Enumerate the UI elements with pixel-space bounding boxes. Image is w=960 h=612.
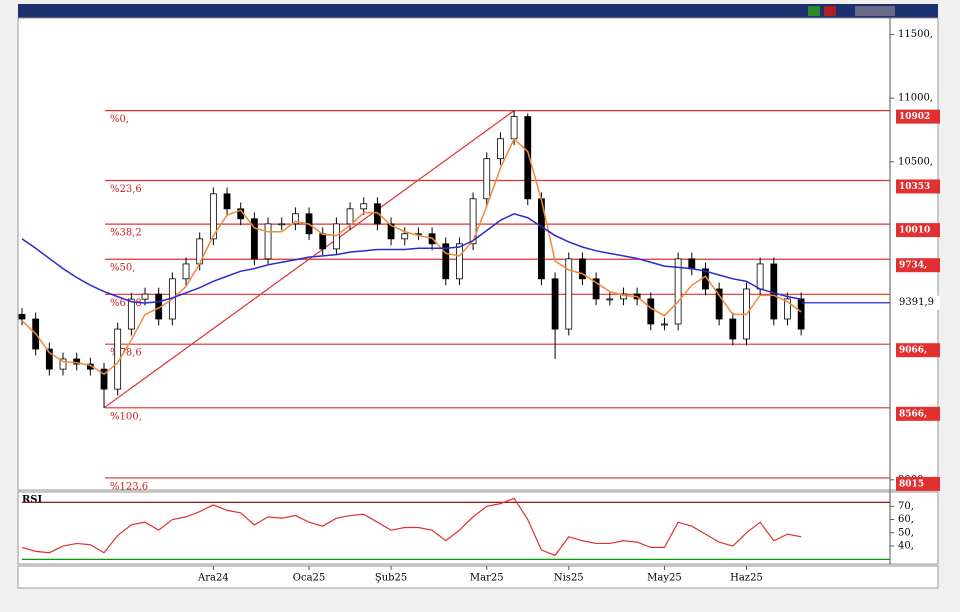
candle-body [797,298,805,330]
candle-body [565,258,573,330]
candle-body [223,193,231,210]
candle-body [346,208,354,225]
fib-value-label: 9066, [899,346,927,356]
fib-value-box [896,179,940,194]
candle-body [620,293,627,300]
y-tick-label: 50, [898,527,914,538]
fib-label: %100, [110,411,142,422]
candle-body [141,293,149,300]
candle-body [127,298,135,330]
candle-body [45,348,53,370]
fib-value-label: 9734, [899,261,927,271]
candle-body [59,358,67,370]
candle-body [674,258,682,325]
candle-body [510,116,518,140]
rsi-line [21,497,802,557]
y-tick-label: 40, [898,541,914,552]
fib-label: %123,6 [110,481,148,492]
candle-body [524,116,532,200]
fib-value-box [896,476,940,491]
candle-body [360,203,368,210]
y-tick-label: 60, [898,514,914,525]
candle-body [469,198,477,245]
x-tick-label: Oca25 [293,573,326,584]
candle-body [291,213,299,225]
candle-body [374,203,381,225]
fib-label: %50, [110,263,135,274]
fib-label: %0, [110,114,129,125]
fib-value-box [896,343,940,358]
y-tick-label: 11500, [898,29,933,40]
candle-body [483,158,491,200]
x-tick-label: Haz25 [730,573,763,584]
candle-body [401,233,409,240]
fib-value-label: 10010 [899,226,930,236]
fib-value-label: 8566, [899,409,927,419]
price-label: 9391,9 [899,297,934,308]
candle-body [606,298,614,301]
candle-body [18,314,26,320]
candle-body [497,138,504,160]
y-tick-label: 11000, [898,93,933,104]
price-panel [17,17,939,491]
fib-label: %61,8 [110,298,142,309]
fib-value-box [896,406,940,421]
x-tick-label: Nis25 [554,573,584,584]
rsi-panel [17,491,939,565]
candle-body [456,243,463,280]
candle-body [278,223,286,226]
price-box [896,295,940,310]
candle-body [100,368,108,390]
x-tick-label: Ara24 [197,573,229,584]
fib-value-box [896,223,940,238]
candle-body [592,278,600,300]
candle-body [688,258,696,270]
candle-body [442,243,450,280]
fib-label: %38,2 [110,228,142,239]
fib-label: %23,6 [110,184,142,195]
fib-value-box [896,258,940,273]
candle-body [729,318,737,340]
trend-line [103,110,515,409]
candle-body [647,298,655,325]
candle-body [387,223,395,240]
candle-body [579,258,586,280]
toolbar-button[interactable] [824,6,836,16]
fib-label: %78,6 [110,348,142,359]
candle-body [319,233,327,250]
y-tick-label: 10500, [898,156,933,167]
candle-body [784,298,791,320]
candle-body [715,288,723,320]
moving-average [21,137,802,376]
moving-average [21,212,802,304]
fib-value-label: 10353 [899,182,930,192]
toolbar-button[interactable] [855,6,895,16]
toolbar [18,4,938,18]
candle-body [209,193,217,240]
x-tick-label: May25 [647,573,682,584]
candle-body [264,223,272,260]
candle-body [250,218,258,260]
candle-body [756,263,764,290]
x-axis-panel [17,565,939,589]
fib-value-box [896,109,940,124]
x-tick-label: Mar25 [470,573,504,584]
fib-value-label: 8015 [899,479,924,489]
candle-body [332,223,340,250]
fib-value-label: 10902 [899,112,930,122]
candle-body [182,263,190,280]
x-tick-label: Şub25 [375,573,407,584]
y-tick-label: 70, [898,501,914,512]
rsi-title: RSI [22,495,43,506]
candle-body [551,278,559,330]
candle-body [73,358,81,365]
candle-body [661,323,668,326]
toolbar-button[interactable] [808,6,820,16]
